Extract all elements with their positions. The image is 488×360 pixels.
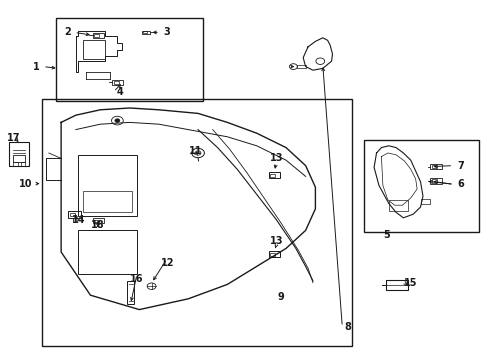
Bar bbox=[142, 31, 149, 34]
Circle shape bbox=[115, 119, 120, 122]
Text: 6: 6 bbox=[456, 179, 463, 189]
Text: 7: 7 bbox=[456, 161, 463, 171]
Text: 15: 15 bbox=[403, 278, 417, 288]
Bar bbox=[268, 251, 279, 257]
Bar bbox=[270, 174, 275, 177]
Text: 18: 18 bbox=[91, 220, 104, 230]
Bar bbox=[388, 200, 407, 211]
Text: 13: 13 bbox=[269, 236, 283, 246]
Text: 5: 5 bbox=[382, 230, 389, 240]
Bar bbox=[127, 281, 134, 304]
Text: 10: 10 bbox=[19, 179, 32, 189]
Bar bbox=[270, 253, 275, 256]
Text: 2: 2 bbox=[64, 27, 71, 37]
Bar bbox=[70, 213, 75, 216]
Text: 14: 14 bbox=[71, 215, 85, 225]
Text: 9: 9 bbox=[277, 292, 284, 302]
Bar bbox=[68, 211, 81, 218]
Text: 11: 11 bbox=[188, 146, 202, 156]
Bar bbox=[93, 218, 103, 223]
Text: 12: 12 bbox=[160, 258, 174, 268]
Text: 17: 17 bbox=[7, 132, 20, 143]
Text: 3: 3 bbox=[163, 27, 169, 37]
Bar bbox=[114, 81, 119, 84]
Text: 13: 13 bbox=[269, 153, 283, 163]
Bar bbox=[9, 142, 29, 166]
Bar bbox=[94, 34, 99, 37]
Bar bbox=[143, 31, 147, 33]
Bar bbox=[94, 220, 99, 222]
Bar bbox=[420, 199, 429, 204]
Bar bbox=[431, 165, 436, 168]
Bar bbox=[364, 140, 478, 232]
Bar bbox=[41, 99, 351, 346]
Text: 1: 1 bbox=[33, 62, 40, 72]
Bar bbox=[112, 80, 123, 85]
Text: 4: 4 bbox=[116, 87, 123, 97]
Bar bbox=[83, 191, 132, 212]
Bar bbox=[429, 164, 441, 169]
Bar bbox=[83, 40, 105, 59]
Bar bbox=[429, 178, 441, 184]
Bar bbox=[20, 162, 25, 166]
Text: 16: 16 bbox=[130, 274, 143, 284]
Bar bbox=[56, 18, 203, 101]
Bar bbox=[93, 33, 103, 38]
Bar bbox=[386, 280, 407, 290]
Bar bbox=[78, 230, 137, 274]
Bar bbox=[431, 179, 436, 183]
Bar bbox=[297, 65, 305, 68]
Bar bbox=[78, 155, 137, 216]
Bar bbox=[13, 155, 25, 162]
Text: 8: 8 bbox=[344, 322, 351, 332]
Bar bbox=[13, 162, 18, 166]
Bar bbox=[268, 172, 279, 178]
